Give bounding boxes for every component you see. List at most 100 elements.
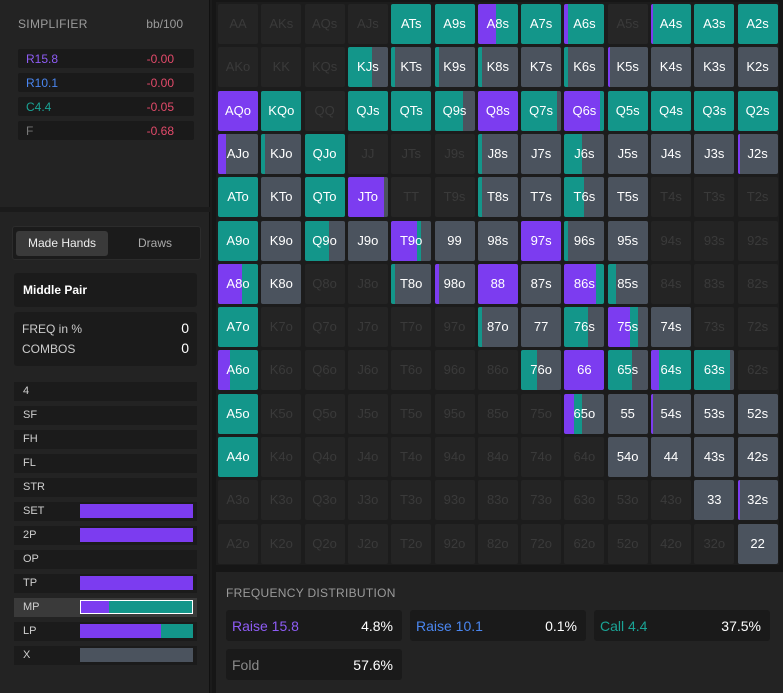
hand-cell[interactable]: J3o	[347, 480, 388, 521]
hand-cell[interactable]: J4s	[651, 133, 691, 174]
hand-cell[interactable]: T9o	[391, 220, 432, 261]
hand-cell[interactable]: 64o	[564, 437, 605, 477]
hand-cell[interactable]: TT	[391, 177, 432, 218]
hand-cell[interactable]: 73s	[694, 307, 735, 348]
hand-cell[interactable]: 53o	[607, 480, 648, 521]
hand-cell[interactable]: 54o	[607, 437, 648, 477]
hand-cell[interactable]: 53s	[694, 393, 735, 434]
hand-cell[interactable]: J4o	[347, 437, 388, 477]
hand-cell[interactable]: T4o	[391, 437, 432, 477]
hand-cell[interactable]: 73o	[521, 480, 562, 521]
hand-cell[interactable]: K4s	[651, 47, 691, 88]
hand-cell[interactable]: K9o	[261, 220, 302, 261]
hand-cell[interactable]: KJo	[261, 133, 302, 174]
category-row[interactable]: LP	[14, 622, 197, 641]
category-row[interactable]: OP	[14, 550, 197, 569]
hand-cell[interactable]: Q5o	[304, 393, 345, 434]
hand-cell[interactable]: 94o	[434, 437, 475, 477]
hand-cell[interactable]: AKs	[261, 4, 302, 44]
hand-cell[interactable]: 76o	[521, 350, 562, 391]
hand-cell[interactable]: AA	[218, 4, 258, 44]
hand-cell[interactable]: 96o	[434, 350, 475, 391]
hand-cell[interactable]: 63o	[564, 480, 605, 521]
hand-cell[interactable]: Q7o	[304, 307, 345, 348]
hand-cell[interactable]: 43s	[694, 437, 735, 477]
hand-cell[interactable]: A3o	[218, 480, 258, 521]
hand-cell[interactable]: T9s	[434, 177, 475, 218]
hand-cell[interactable]: J9s	[434, 133, 475, 174]
hand-cell[interactable]: 99	[434, 220, 475, 261]
hand-cell[interactable]: 54s	[651, 393, 691, 434]
hand-cell[interactable]: KTs	[391, 47, 432, 88]
hand-cell[interactable]: 62s	[737, 350, 778, 391]
hand-cell[interactable]: 92s	[737, 220, 778, 261]
hand-cell[interactable]: A8s	[477, 4, 518, 44]
hand-cell[interactable]: Q2o	[304, 523, 345, 564]
hand-cell[interactable]: 74o	[521, 437, 562, 477]
hand-cell[interactable]: QTo	[304, 177, 345, 218]
hand-cell[interactable]: Q8o	[304, 263, 345, 304]
hand-cell[interactable]: 84s	[651, 263, 691, 304]
hand-cell[interactable]: T4s	[651, 177, 691, 218]
hand-cell[interactable]: K2s	[737, 47, 778, 88]
hand-cell[interactable]: 64s	[651, 350, 691, 391]
hand-cell[interactable]: 33	[694, 480, 735, 521]
hand-cell[interactable]: 65s	[607, 350, 648, 391]
hand-cell[interactable]: 95o	[434, 393, 475, 434]
hand-cell[interactable]: JTs	[391, 133, 432, 174]
hand-cell[interactable]: K5s	[607, 47, 648, 88]
hand-cell[interactable]: J8o	[347, 263, 388, 304]
hand-cell[interactable]: J6o	[347, 350, 388, 391]
hand-cell[interactable]: 42o	[651, 523, 691, 564]
hand-cell[interactable]: J5o	[347, 393, 388, 434]
hand-cell[interactable]: 87s	[521, 263, 562, 304]
hand-cell[interactable]: T7o	[391, 307, 432, 348]
hand-cell[interactable]: T5o	[391, 393, 432, 434]
hand-cell[interactable]: J6s	[564, 133, 605, 174]
hand-cell[interactable]: 85o	[477, 393, 518, 434]
hand-cell[interactable]: 22	[737, 523, 778, 564]
hand-cell[interactable]: K3s	[694, 47, 735, 88]
hand-cell[interactable]: T3o	[391, 480, 432, 521]
hand-cell[interactable]: J3s	[694, 133, 735, 174]
hand-cell[interactable]: K8s	[477, 47, 518, 88]
hand-cell[interactable]: 32o	[694, 523, 735, 564]
hand-cell[interactable]: KTo	[261, 177, 302, 218]
hand-cell[interactable]: K8o	[261, 263, 302, 304]
hand-cell[interactable]: AJo	[218, 133, 258, 174]
hand-cell[interactable]: J8s	[477, 133, 518, 174]
hand-cell[interactable]: Q4s	[651, 90, 691, 131]
category-row[interactable]: X	[14, 646, 197, 665]
hand-cell[interactable]: QJs	[347, 90, 388, 131]
hand-cell[interactable]: 93s	[694, 220, 735, 261]
hand-cell[interactable]: K4o	[261, 437, 302, 477]
hand-cell[interactable]: T6o	[391, 350, 432, 391]
hand-cell[interactable]: Q6o	[304, 350, 345, 391]
category-row[interactable]: SET	[14, 502, 197, 521]
category-row[interactable]: 4	[14, 382, 197, 401]
hand-cell[interactable]: K2o	[261, 523, 302, 564]
category-row[interactable]: FH	[14, 430, 197, 449]
hand-cell[interactable]: 43o	[651, 480, 691, 521]
hand-cell[interactable]: J5s	[607, 133, 648, 174]
hand-cell[interactable]: 52o	[607, 523, 648, 564]
hand-cell[interactable]: 62o	[564, 523, 605, 564]
hand-cell[interactable]: 65o	[564, 393, 605, 434]
hand-cell[interactable]: 98o	[434, 263, 475, 304]
hand-cell[interactable]: QTs	[391, 90, 432, 131]
simplifier-row[interactable]: R10.1 -0.00	[18, 73, 194, 92]
hand-cell[interactable]: 83s	[694, 263, 735, 304]
hand-cell[interactable]: T3s	[694, 177, 735, 218]
hand-cell[interactable]: T5s	[607, 177, 648, 218]
hand-cell[interactable]: KQo	[261, 90, 302, 131]
hand-cell[interactable]: A2o	[218, 523, 258, 564]
hand-cell[interactable]: 86o	[477, 350, 518, 391]
hand-cell[interactable]: A4s	[651, 4, 691, 44]
hand-cell[interactable]: 85s	[607, 263, 648, 304]
hand-cell[interactable]: 32s	[737, 480, 778, 521]
hand-cell[interactable]: 75o	[521, 393, 562, 434]
hand-cell[interactable]: Q9o	[304, 220, 345, 261]
hand-cell[interactable]: Q3s	[694, 90, 735, 131]
hand-cell[interactable]: A9o	[218, 220, 258, 261]
category-row[interactable]: STR	[14, 478, 197, 497]
